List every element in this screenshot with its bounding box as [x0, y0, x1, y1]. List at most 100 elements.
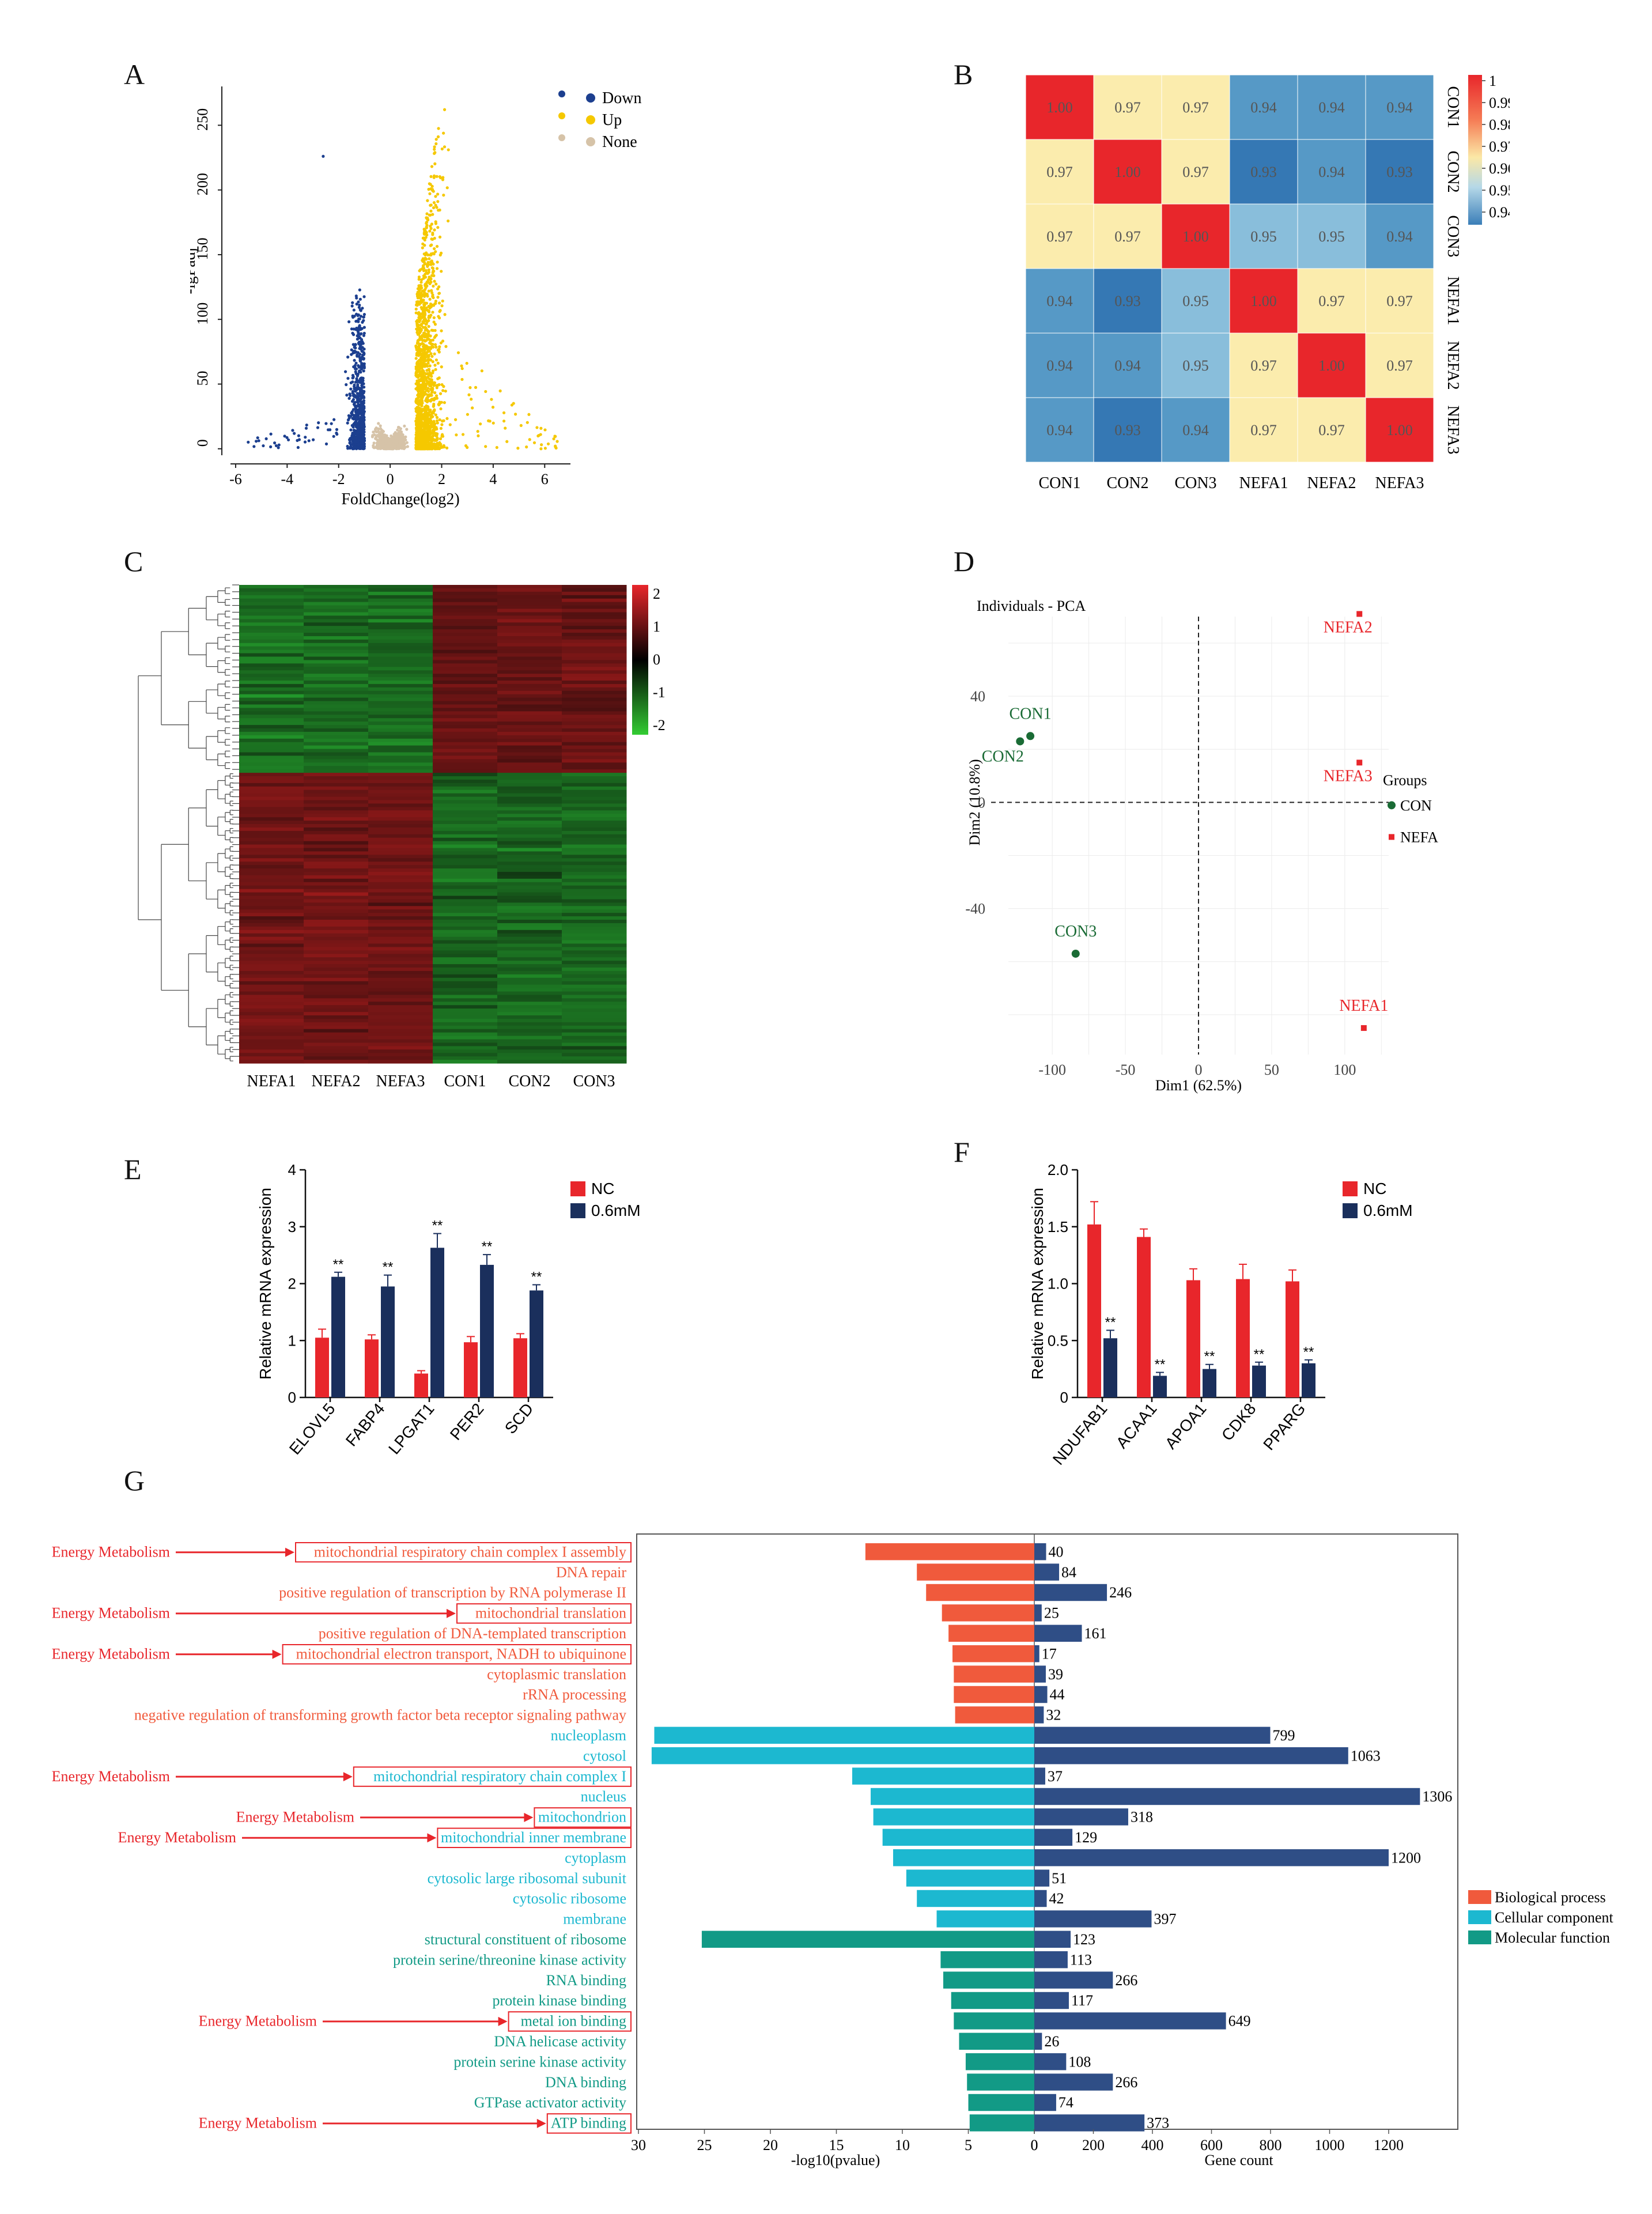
heatmap-cell — [497, 923, 562, 927]
heatmap-cell — [1161, 333, 1230, 398]
heatmap-cell — [304, 755, 369, 760]
legend-label: Down — [602, 89, 641, 107]
count-bar — [1034, 1869, 1050, 1887]
down-point — [349, 446, 352, 449]
heatmap-cell — [368, 817, 433, 821]
up-point — [447, 219, 450, 223]
heatmap-cell — [433, 674, 498, 678]
heatmap-cell — [562, 701, 627, 705]
heatmap-cell — [433, 639, 498, 644]
heatmap-cell — [562, 1015, 627, 1019]
heatmap-cell — [433, 878, 498, 883]
heatmap-cell — [239, 725, 304, 729]
up-point — [440, 365, 443, 369]
heatmap-cell — [433, 735, 498, 739]
heatmap-cell — [433, 868, 498, 872]
down-point — [356, 334, 359, 338]
heatmap-cell — [239, 909, 304, 913]
heatmap-cell — [497, 749, 562, 753]
up-point — [429, 203, 432, 207]
up-point — [422, 375, 425, 378]
heatmap-cell — [304, 783, 369, 787]
legend-marker — [558, 112, 565, 119]
heatmap-cell — [239, 643, 304, 647]
row-label: NEFA1 — [1444, 276, 1462, 325]
heatmap-cell — [239, 902, 304, 906]
up-point — [434, 142, 438, 146]
heatmap-cell — [433, 789, 498, 794]
heatmap-cell — [562, 793, 627, 798]
heatmap-cell — [304, 718, 369, 722]
heatmap-cell — [304, 728, 369, 732]
count-label: 117 — [1071, 1992, 1093, 2009]
up-point — [414, 344, 418, 347]
up-point — [528, 438, 531, 441]
heatmap-cell — [304, 602, 369, 606]
left-tick-label: 25 — [697, 2137, 712, 2153]
heatmap-cell — [368, 1060, 433, 1064]
volcano-points — [247, 108, 559, 451]
legend-swatch — [1343, 1181, 1358, 1196]
none-point — [382, 447, 385, 451]
heatmap-cell — [304, 694, 369, 698]
none-point — [396, 425, 400, 429]
cb-tick-label: 0.94 — [1489, 204, 1510, 221]
up-point — [417, 302, 420, 306]
dendro-h — [225, 1031, 230, 1041]
none-point — [372, 445, 375, 449]
up-point — [438, 441, 441, 445]
heatmap-cell — [562, 1029, 627, 1033]
up-point — [443, 145, 447, 149]
arrow-head — [536, 2118, 546, 2128]
dendro-h — [225, 704, 230, 711]
up-point — [434, 413, 437, 417]
dendro-h — [230, 901, 233, 906]
heatmap-cell — [368, 1008, 433, 1012]
none-point — [400, 447, 403, 450]
up-point — [419, 374, 423, 377]
y-tick-label: 1 — [288, 1332, 296, 1349]
pvalue-bar — [969, 2114, 1034, 2132]
heatmap-cell — [562, 731, 627, 736]
cell-value: 0.97 — [1386, 357, 1413, 374]
heatmap-cell — [239, 656, 304, 661]
cb-tick-label: 1 — [653, 618, 660, 635]
heatmap-cell — [239, 930, 304, 934]
count-label: 42 — [1049, 1890, 1064, 1907]
x-tick-label: FABP4 — [342, 1400, 388, 1450]
up-point — [434, 394, 438, 398]
legend-title: Groups — [1383, 772, 1427, 788]
heatmap-cell — [497, 683, 562, 688]
heatmap-cell — [368, 690, 433, 695]
up-point — [429, 224, 432, 228]
heatmap-cell — [368, 752, 433, 757]
heatmap-cell — [433, 892, 498, 897]
correlation-heatmap: 1.00 0.97 0.97 0.94 0.94 0.940.97 1.00 0.97 0.93… — [1025, 73, 1510, 492]
heatmap-cell — [497, 1039, 562, 1044]
heatmap-cell — [239, 896, 304, 900]
heatmap-cell — [368, 591, 433, 596]
heatmap-cell — [368, 697, 433, 702]
heatmap-cell — [368, 943, 433, 948]
up-point — [417, 311, 421, 315]
heatmap-cell — [239, 731, 304, 736]
heatmap-cell — [304, 1022, 369, 1026]
dendro-h — [225, 610, 230, 618]
heatmap-cell — [433, 690, 498, 695]
up-point — [426, 361, 430, 365]
heatmap-cell — [433, 943, 498, 948]
up-point — [416, 368, 419, 372]
heatmap-cell — [497, 697, 562, 702]
dendro-h — [225, 885, 230, 895]
heatmap-cell — [433, 872, 498, 876]
heatmap-cell — [562, 663, 627, 667]
up-point — [427, 289, 430, 293]
heatmap-cell — [433, 1012, 498, 1016]
cell-value: 0.95 — [1182, 357, 1209, 374]
heatmap-cell — [433, 803, 498, 807]
up-point — [417, 325, 420, 329]
heatmap-cell — [497, 738, 562, 743]
up-point — [440, 423, 444, 426]
count-label: 84 — [1061, 1564, 1076, 1581]
down-point — [345, 383, 348, 387]
